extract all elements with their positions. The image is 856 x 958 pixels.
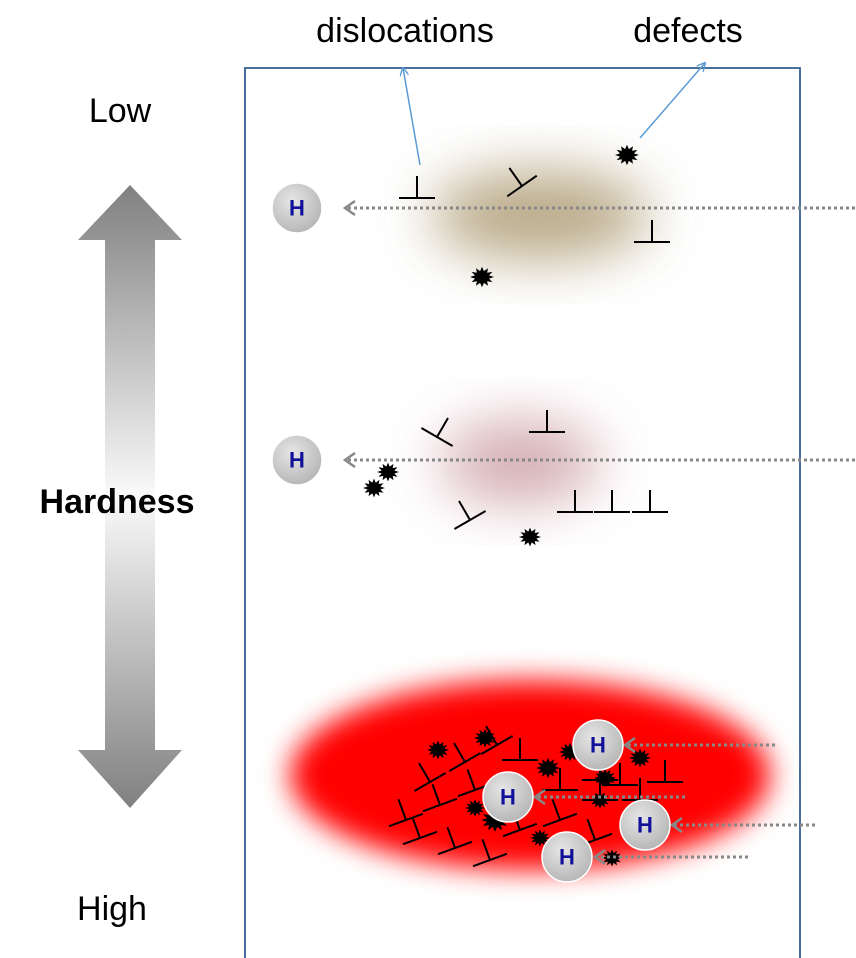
strain-field <box>290 680 770 870</box>
hydrogen-label: H <box>559 845 575 870</box>
diagram: dislocations defects Low Hardness High H… <box>0 0 856 958</box>
strain-field <box>430 170 650 260</box>
hydrogen-label: H <box>637 813 653 838</box>
hydrogen-label: H <box>289 448 305 473</box>
label: dislocations <box>316 12 494 50</box>
label: defects <box>633 12 743 50</box>
hydrogen-label: H <box>289 196 305 221</box>
hydrogen-label: H <box>590 733 606 758</box>
scale-label: Low <box>89 92 152 130</box>
scale-label: High <box>77 890 147 928</box>
page: dislocations defects Low Hardness High H… <box>0 0 856 958</box>
scale-label: Hardness <box>40 483 195 521</box>
hydrogen-label: H <box>500 785 516 810</box>
